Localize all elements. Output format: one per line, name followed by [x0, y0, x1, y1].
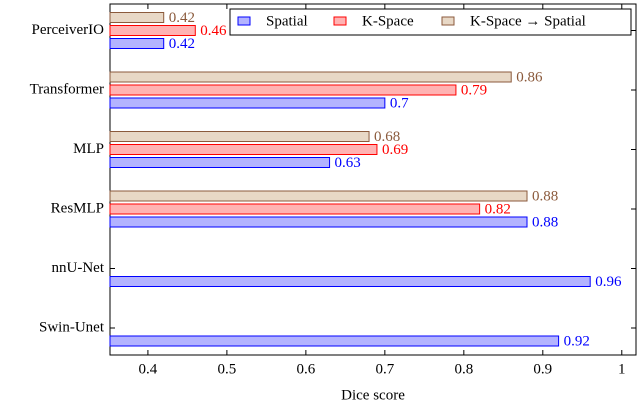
y-tick-label: ResMLP	[51, 200, 104, 216]
bar	[109, 131, 370, 142]
x-tick-label: 0.7	[375, 361, 394, 377]
plot-frame	[109, 3, 637, 356]
x-tick-label: 0.5	[218, 361, 237, 377]
x-axis-label: Dice score	[341, 387, 405, 403]
bar	[109, 203, 481, 215]
value-label: 0.68	[374, 129, 400, 145]
y-tick-label: nnU-Net	[52, 260, 105, 276]
legend-swatch	[333, 16, 347, 26]
bar	[109, 12, 165, 23]
x-tick-label: 0.6	[296, 361, 315, 377]
legend-swatch	[237, 16, 251, 26]
x-tick-label: 0.8	[454, 361, 473, 377]
value-label: 0.96	[595, 274, 622, 290]
value-label: 0.86	[516, 69, 543, 85]
y-tick-label: PerceiverIO	[32, 22, 105, 38]
value-label: 0.46	[200, 23, 227, 39]
bar	[109, 25, 196, 36]
legend-label: K-Space	[362, 13, 414, 29]
value-label: 0.88	[532, 214, 558, 230]
value-label: 0.63	[335, 155, 361, 171]
value-label: 0.82	[485, 201, 511, 217]
legend-label: K-Space → Spatial	[470, 13, 586, 29]
value-label: 0.69	[382, 142, 408, 158]
y-tick-label: MLP	[73, 141, 104, 157]
bar	[109, 97, 386, 109]
bar	[109, 38, 165, 49]
bar	[109, 216, 528, 228]
bar	[109, 190, 528, 202]
bar	[109, 71, 512, 83]
x-tick-label: 0.9	[533, 361, 552, 377]
value-label: 0.42	[169, 10, 195, 26]
bar	[109, 276, 591, 287]
legend-swatch	[441, 16, 455, 26]
bar	[109, 84, 457, 96]
value-label: 0.42	[169, 36, 195, 52]
value-label: 0.79	[461, 82, 487, 98]
x-tick-label: 0.4	[139, 361, 158, 377]
y-tick-label: Swin-Unet	[39, 319, 105, 335]
value-label: 0.7	[390, 95, 409, 111]
x-tick-label: 1	[618, 361, 626, 377]
legend-label: Spatial	[266, 13, 308, 29]
value-label: 0.92	[564, 333, 590, 349]
bar	[109, 335, 560, 347]
bar	[109, 144, 378, 155]
value-label: 0.88	[532, 188, 558, 204]
legend-box	[229, 8, 632, 36]
bar	[109, 157, 331, 168]
y-tick-label: Transformer	[30, 81, 104, 97]
